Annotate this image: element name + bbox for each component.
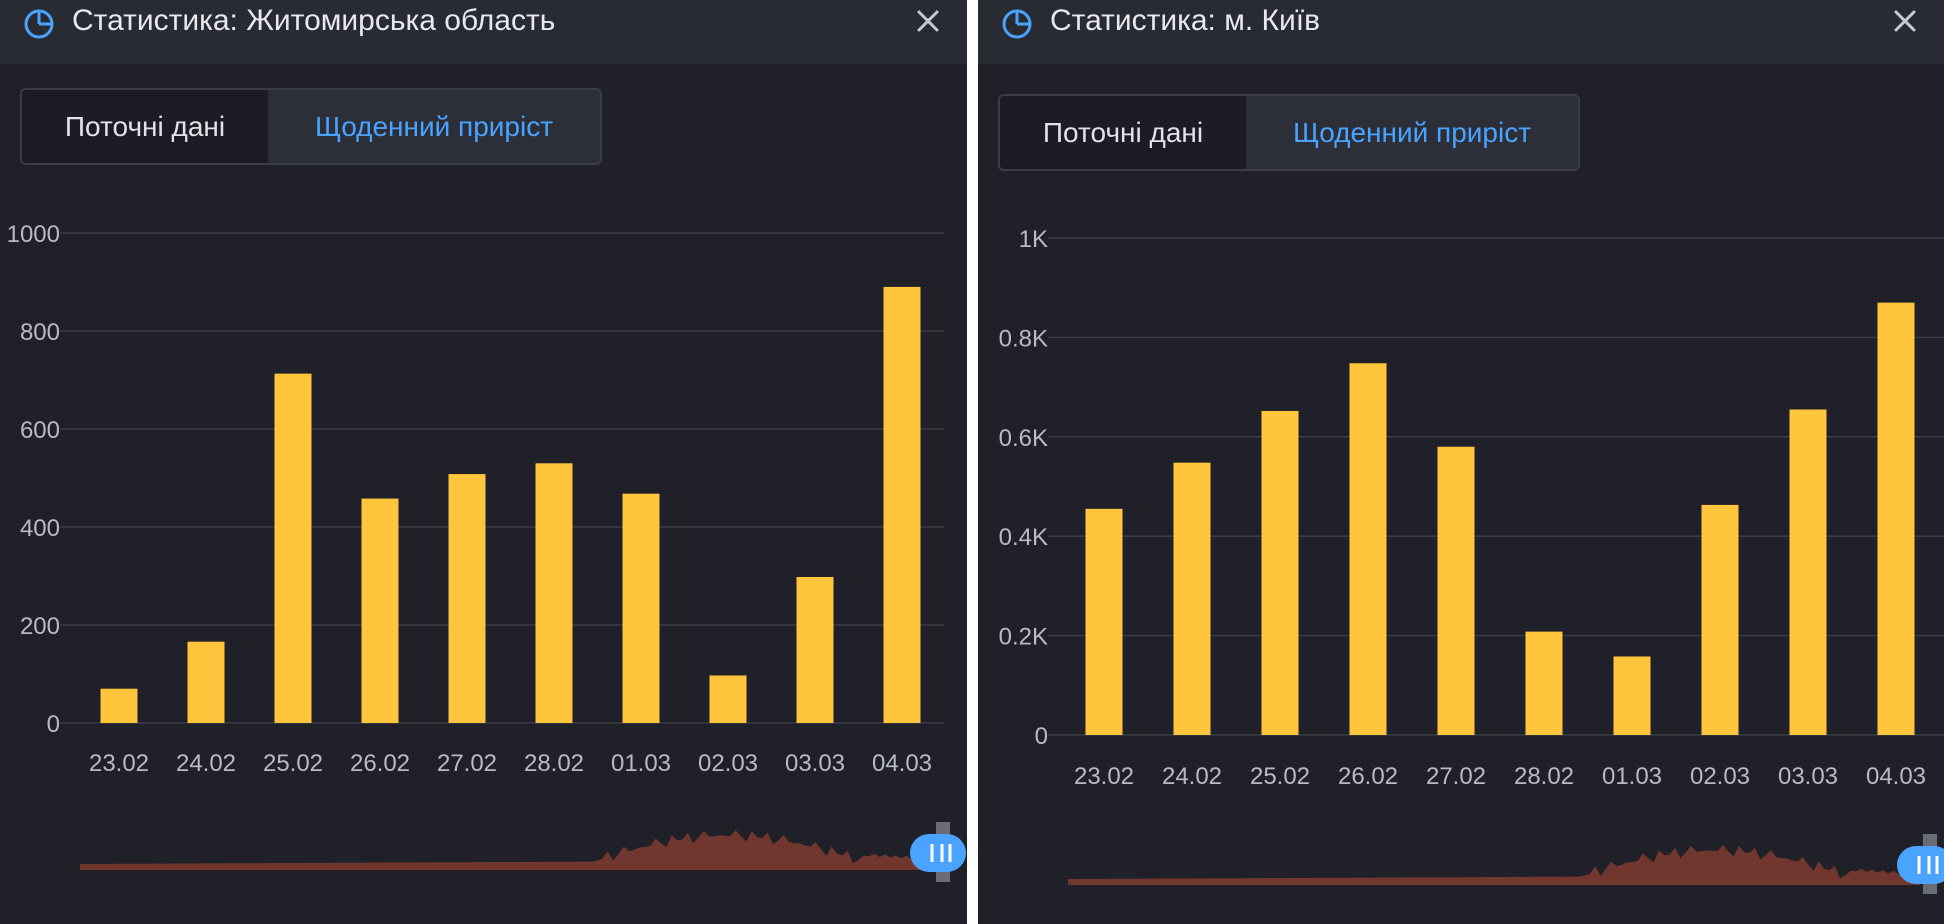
bar-02.03[interactable] <box>1701 504 1739 735</box>
navigator-area <box>1068 845 1920 885</box>
bar-02.03[interactable] <box>709 675 747 723</box>
close-icon[interactable] <box>911 4 945 38</box>
bar-25.02[interactable] <box>1261 410 1299 735</box>
y-tick-label: 0.8K <box>999 325 1048 352</box>
navigator-handle-icon[interactable] <box>910 834 966 872</box>
x-tick-label: 25.02 <box>1250 763 1310 790</box>
x-tick-label: 04.03 <box>1866 763 1926 790</box>
bar-01.03[interactable] <box>622 493 660 723</box>
stats-panel-kyiv: Статистика: м. Київ Поточні дані Щоденни… <box>978 0 1944 924</box>
x-tick-label: 28.02 <box>524 750 584 777</box>
x-tick-label: 26.02 <box>350 750 410 777</box>
panel-header: Статистика: м. Київ <box>978 0 1944 64</box>
bar-26.02[interactable] <box>361 498 399 723</box>
y-tick-label: 1K <box>1019 226 1048 253</box>
y-tick-label: 600 <box>20 417 60 444</box>
x-tick-label: 26.02 <box>1338 763 1398 790</box>
bar-01.03[interactable] <box>1613 656 1651 735</box>
bar-03.03[interactable] <box>1789 409 1827 735</box>
bar-27.02[interactable] <box>448 474 486 723</box>
bar-28.02[interactable] <box>1525 631 1563 735</box>
x-tick-label: 03.03 <box>1778 763 1838 790</box>
bar-chart-kyiv: 0 0.2K 0.4K 0.6K 0.8K 1K 23.02 24.02 25.02 26.02 2… <box>999 226 1944 894</box>
pie-chart-icon <box>24 9 54 39</box>
bar-03.03[interactable] <box>796 576 834 723</box>
close-icon[interactable] <box>1888 4 1922 38</box>
y-tick-label: 400 <box>20 515 60 542</box>
stats-panel-zhytomyr: Статистика: Житомирська область Поточні … <box>0 0 967 924</box>
x-tick-label: 23.02 <box>1074 763 1134 790</box>
bar-25.02[interactable] <box>274 373 312 723</box>
x-tick-label: 23.02 <box>89 750 149 777</box>
tab-current-data[interactable]: Поточні дані <box>1000 96 1246 169</box>
bar-26.02[interactable] <box>1349 363 1387 735</box>
x-tick-label: 27.02 <box>1426 763 1486 790</box>
x-tick-label: 01.03 <box>1602 763 1662 790</box>
panel-divider <box>967 0 978 924</box>
tab-current-data[interactable]: Поточні дані <box>22 90 268 163</box>
panel-title: Статистика: Житомирська область <box>72 4 556 37</box>
view-tabs: Поточні дані Щоденний приріст <box>20 88 602 165</box>
bar-04.03[interactable] <box>1877 302 1915 735</box>
bar-23.02[interactable] <box>100 688 138 723</box>
bar-23.02[interactable] <box>1085 508 1123 735</box>
bar-chart-zhytomyr: 0 200 400 600 800 1000 23.02 24.02 25.02 26.02 27.… <box>7 221 966 882</box>
x-tick-label: 27.02 <box>437 750 497 777</box>
panel-title: Статистика: м. Київ <box>1050 4 1321 37</box>
x-tick-label: 04.03 <box>872 750 932 777</box>
x-tick-label: 01.03 <box>611 750 671 777</box>
y-tick-label: 1000 <box>7 221 60 248</box>
x-tick-label: 02.03 <box>698 750 758 777</box>
bar-24.02[interactable] <box>1173 462 1211 735</box>
x-tick-label: 25.02 <box>263 750 323 777</box>
bar-04.03[interactable] <box>883 286 921 723</box>
bar-27.02[interactable] <box>1437 446 1475 735</box>
view-tabs: Поточні дані Щоденний приріст <box>998 94 1580 171</box>
y-tick-label: 0.6K <box>999 425 1048 452</box>
x-tick-label: 24.02 <box>176 750 236 777</box>
x-tick-label: 24.02 <box>1162 763 1222 790</box>
panel-header: Статистика: Житомирська область <box>0 0 967 64</box>
bar-28.02[interactable] <box>535 463 573 723</box>
y-tick-label: 0 <box>1035 723 1048 750</box>
y-tick-label: 0.2K <box>999 624 1048 651</box>
navigator-area <box>80 830 933 870</box>
x-tick-label: 03.03 <box>785 750 845 777</box>
pie-chart-icon <box>1002 9 1032 39</box>
y-tick-label: 0.4K <box>999 524 1048 551</box>
tab-daily-growth[interactable]: Щоденний приріст <box>1246 96 1578 169</box>
y-tick-label: 200 <box>20 613 60 640</box>
y-tick-label: 800 <box>20 319 60 346</box>
x-tick-label: 28.02 <box>1514 763 1574 790</box>
bar-24.02[interactable] <box>187 641 225 723</box>
x-tick-label: 02.03 <box>1690 763 1750 790</box>
y-tick-label: 0 <box>47 711 60 738</box>
navigator-handle-icon[interactable] <box>1897 846 1944 884</box>
tab-daily-growth[interactable]: Щоденний приріст <box>268 90 600 163</box>
